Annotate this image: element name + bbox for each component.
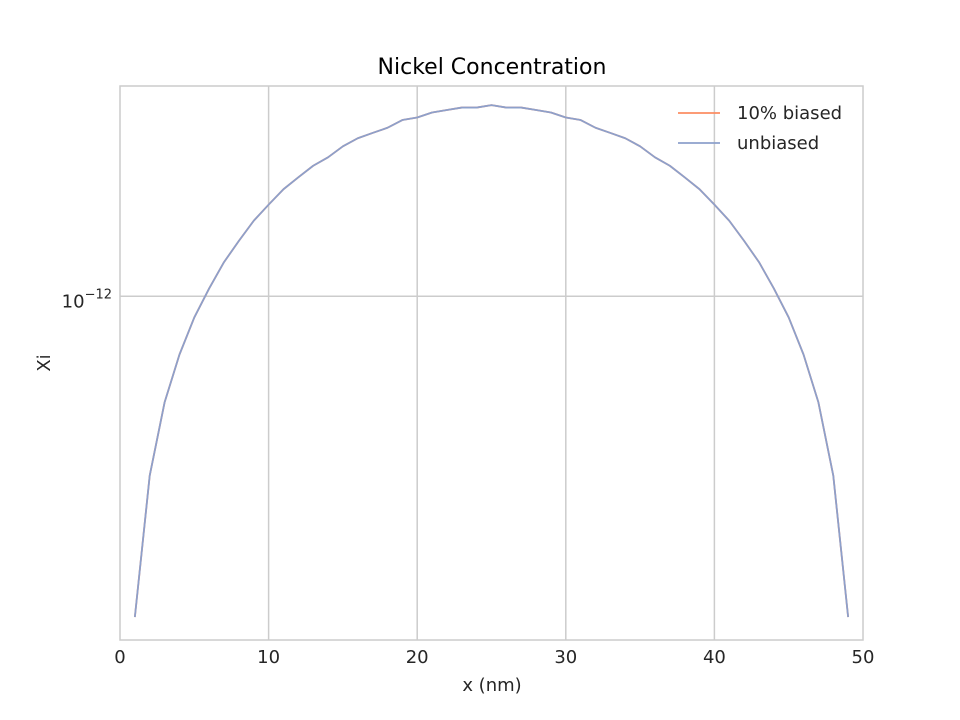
x-axis-label: x (nm) [462,675,521,696]
x-axis-tick-labels: 0 10 20 30 40 50 [114,647,874,668]
x-tick-label: 20 [406,647,429,668]
x-tick-label: 10 [257,647,280,668]
x-tick-label: 50 [852,647,875,668]
x-tick-label: 40 [703,647,726,668]
series-line-unbiased [133,104,850,618]
y-tick-label-exponent: −12 [85,287,112,302]
series-lines [133,104,850,618]
plot-area-frame [119,85,864,641]
legend-label: 10% biased [737,103,842,124]
y-axis-label: Xi [34,354,55,371]
y-tick-label-base: 10 [62,291,85,312]
chart-title: Nickel Concentration [378,55,607,80]
x-tick-label: 0 [114,647,125,668]
y-axis-tick-labels: 10−12 [62,287,112,312]
legend: 10% biased unbiased [678,103,842,154]
legend-label: unbiased [737,133,819,154]
x-tick-label: 30 [554,647,577,668]
grid-lines [120,86,863,640]
y-tick-label: 10−12 [62,287,112,312]
